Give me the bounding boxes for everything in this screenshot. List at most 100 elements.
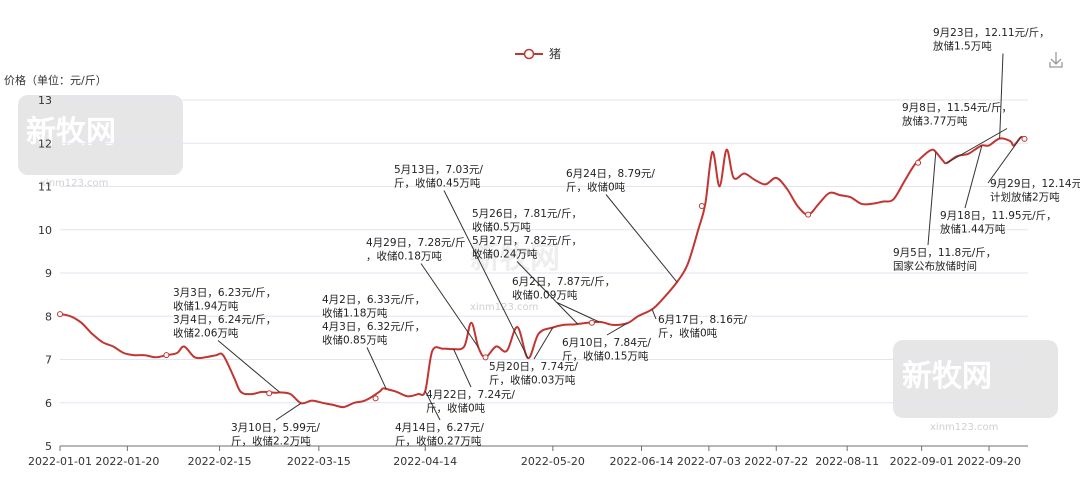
annotation-text: 斤，收储0.27万吨 [395, 435, 482, 448]
series-layer [59, 135, 1026, 409]
annotation-text: 斤，收储0吨 [658, 327, 718, 340]
annotation-text: 6月10日，7.84元/ [562, 337, 651, 349]
annotation-text: 3月10日，5.99元/ [231, 422, 320, 434]
annotation-text: 放储1.44万吨 [940, 223, 1006, 236]
x-tick-label: 2022-07-22 [744, 455, 808, 468]
legend-label: 猪 [549, 47, 561, 61]
data-point [57, 311, 63, 318]
annotation-text: 国家公布放储时间 [893, 260, 977, 273]
x-tick-label: 2022-01-20 [95, 455, 159, 468]
annotation-text: 5月27日，7.82元/斤， [472, 235, 582, 247]
annotation-text: 4月29日，7.28元/斤 [366, 237, 465, 249]
data-point [163, 352, 170, 359]
annotation-text: 4月14日，6.27元/ [395, 422, 484, 434]
annotation-text: 收储1.94万吨 [173, 300, 239, 313]
annotation-leader [366, 347, 387, 390]
annotation-text: 斤，收储0吨 [566, 181, 626, 194]
x-tick-label: 2022-04-14 [393, 455, 457, 468]
annotation-text: 斤，收储0.03万吨 [489, 374, 576, 387]
annotation-text: 放储3.77万吨 [902, 115, 968, 128]
annotation-leader [964, 145, 983, 209]
annotation-text: 收储0.09万吨 [512, 289, 578, 302]
x-tick-label: 2022-08-11 [815, 455, 879, 468]
markers-layer [57, 135, 1028, 402]
watermark-center: 新牧网 xinm123.com [470, 241, 560, 313]
y-tick-label: 12 [38, 137, 52, 150]
annotation-text: 6月2日，7.87元/斤， [512, 276, 615, 288]
x-tick-label: 2022-09-01 [890, 455, 954, 468]
annotation-leader [533, 327, 554, 360]
y-tick-label: 13 [38, 94, 52, 107]
y-tick-label: 9 [45, 267, 52, 280]
annotation-text: 收储1.18万吨 [322, 307, 388, 320]
annotation-leader [987, 136, 1022, 184]
y-tick-label: 10 [38, 224, 52, 237]
annotation-text: 5月20日，7.74元/ [489, 361, 578, 373]
annotation-text: 6月24日，8.79元/ [566, 168, 655, 180]
x-tick-label: 2022-01-01 [28, 455, 92, 468]
data-point [588, 319, 595, 326]
data-point [266, 390, 273, 397]
annotation-leader [424, 390, 441, 421]
x-tick-label: 2022-03-15 [287, 455, 351, 468]
annotation-text: 9月23日，12.11元/斤， [933, 27, 1050, 39]
annotation-leader [651, 309, 657, 320]
annotation-text: 9月18日，11.95元/斤， [940, 210, 1057, 222]
x-tick-label: 2022-06-14 [610, 455, 674, 468]
annotation-text: 3月3日，6.23元/斤， [173, 287, 276, 299]
y-axis-ticks: 5 6 7 8 9 10 11 12 13 [38, 94, 52, 453]
x-tick-label: 2022-05-20 [521, 455, 585, 468]
watermark-text: 新牧网 [26, 115, 116, 150]
annotation-text: 9月5日，11.8元/斤， [893, 247, 996, 259]
series-line-pig [59, 135, 1026, 409]
annotation-text: 斤，收储0.45万吨 [394, 177, 481, 190]
legend-marker [523, 48, 535, 60]
annotation-text: 收储0.85万吨 [322, 334, 388, 347]
annotation-leader [927, 151, 937, 246]
y-tick-label: 6 [45, 397, 52, 410]
grid [60, 99, 1028, 404]
watermark-left: 新牧网 xinm123.com [18, 95, 183, 189]
watermark-text-right: 新牧网 [902, 359, 992, 394]
watermark-text-center: 新牧网 [470, 241, 560, 276]
annotation-text: 3月4日，6.24元/斤， [173, 314, 276, 326]
annotation-leader [443, 190, 529, 359]
annotation-leader [420, 263, 479, 348]
annotation-leader [275, 402, 302, 421]
watermark-right: 新牧网 xinm123.com [893, 340, 1058, 433]
annotation-text: 5月13日，7.03元/ [394, 164, 483, 176]
y-tick-label: 8 [45, 310, 52, 323]
annotation-text: 收储0.24万吨 [472, 248, 538, 261]
annotation-leader [999, 53, 1004, 139]
y-tick-label: 11 [38, 181, 52, 194]
annotation-text: 4月3日，6.32元/斤， [322, 321, 425, 333]
annotation-text: 6月17日，8.16元/ [658, 314, 747, 326]
annotation-leader [606, 322, 628, 336]
annotation-leader [453, 348, 472, 388]
download-icon[interactable] [1049, 52, 1063, 68]
x-tick-label: 2022-02-15 [188, 455, 252, 468]
annotation-leader [946, 128, 1008, 164]
annotation-text: 斤，收储0吨 [426, 402, 486, 415]
data-point [482, 354, 489, 361]
annotation-text: 9月8日，11.54元/斤， [902, 102, 1012, 114]
watermark-url-center: xinm123.com [470, 302, 538, 313]
annotation-text: 收储0.5万吨 [472, 221, 531, 234]
x-tick-label: 2022-07-03 [677, 455, 741, 468]
x-tick-label: 2022-09-20 [957, 455, 1021, 468]
data-point [1021, 135, 1028, 142]
data-point [915, 159, 922, 166]
data-point [805, 211, 812, 218]
data-point [698, 202, 705, 209]
annotation-text: 斤，收储2.2万吨 [231, 435, 311, 448]
annotation-text: 斤，收储0.15万吨 [562, 350, 649, 363]
x-axis-ticks: 2022-01-01 2022-01-20 2022-02-15 2022-03-15… [28, 446, 1021, 468]
data-point [372, 395, 379, 402]
annotation-leader [605, 194, 678, 283]
legend[interactable]: 猪 [515, 47, 561, 61]
annotation-text: 放储1.5万吨 [933, 40, 992, 53]
annotation-text: 4月22日，7.24元/ [426, 389, 515, 401]
annotation-text: 5月26日，7.81元/斤， [472, 208, 582, 220]
y-tick-label: 5 [45, 440, 52, 453]
